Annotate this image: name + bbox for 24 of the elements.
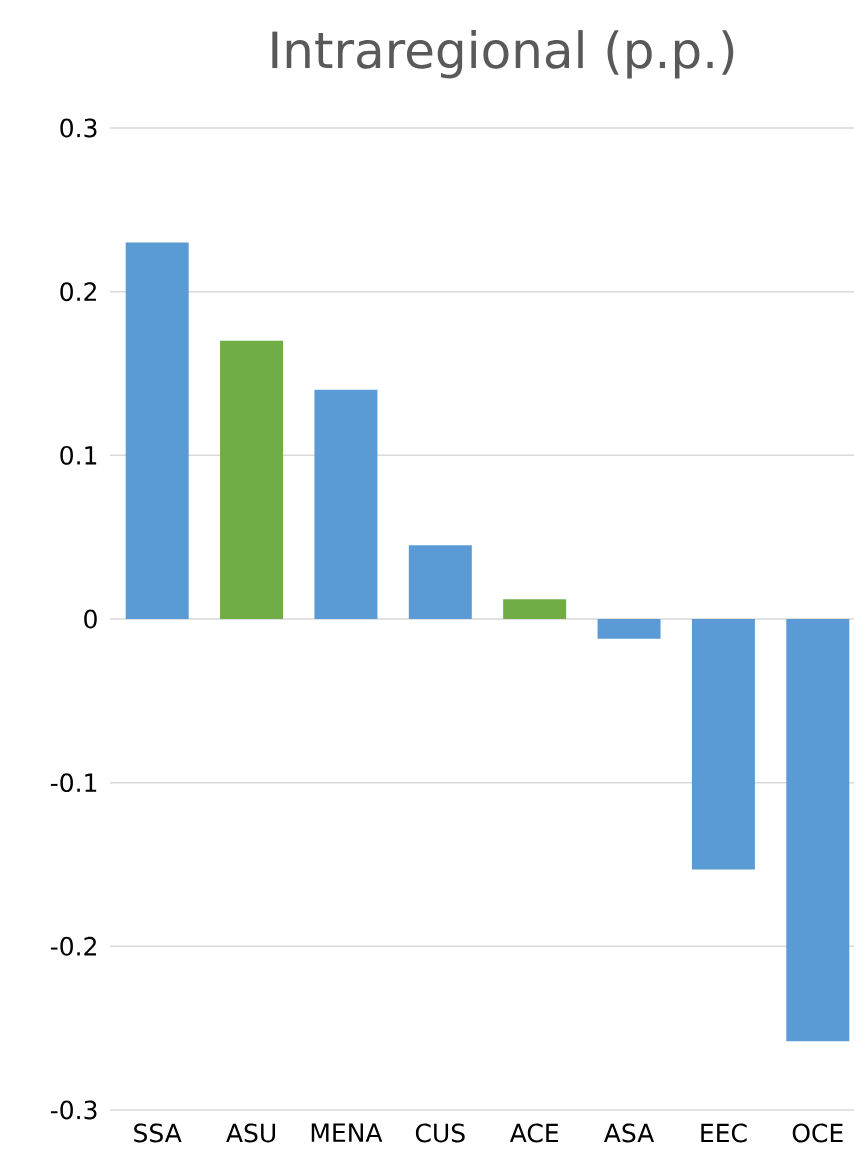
- bar: [408, 545, 472, 619]
- bar: [597, 619, 661, 639]
- x-tick-label: SSA: [134, 1123, 182, 1143]
- x-tick-label: ASU: [226, 1123, 276, 1143]
- bar: [314, 389, 378, 619]
- y-tick-label: -0.1: [50, 773, 97, 793]
- y-tick-label: 0.1: [60, 445, 97, 465]
- bar: [125, 242, 189, 619]
- x-tick-label: MENA: [311, 1123, 383, 1142]
- chart-title: Intraregional (p.p.): [272, 30, 734, 79]
- y-tick-label: 0.2: [60, 282, 96, 302]
- bar: [691, 619, 755, 870]
- y-tick-label: -0.2: [50, 936, 96, 956]
- x-tick-label: CUS: [415, 1123, 465, 1143]
- bar: [220, 340, 284, 619]
- x-tick-label: EEC: [701, 1123, 747, 1143]
- y-tick-label: 0.3: [60, 118, 97, 138]
- x-tick-label: ACE: [509, 1123, 559, 1143]
- bar: [503, 599, 567, 619]
- bar: [786, 619, 850, 1042]
- x-tick-label: ASA: [603, 1123, 655, 1143]
- y-tick-label: 0: [84, 609, 97, 629]
- x-tick-label: OCE: [792, 1123, 843, 1143]
- y-tick-label: -0.3: [50, 1100, 97, 1120]
